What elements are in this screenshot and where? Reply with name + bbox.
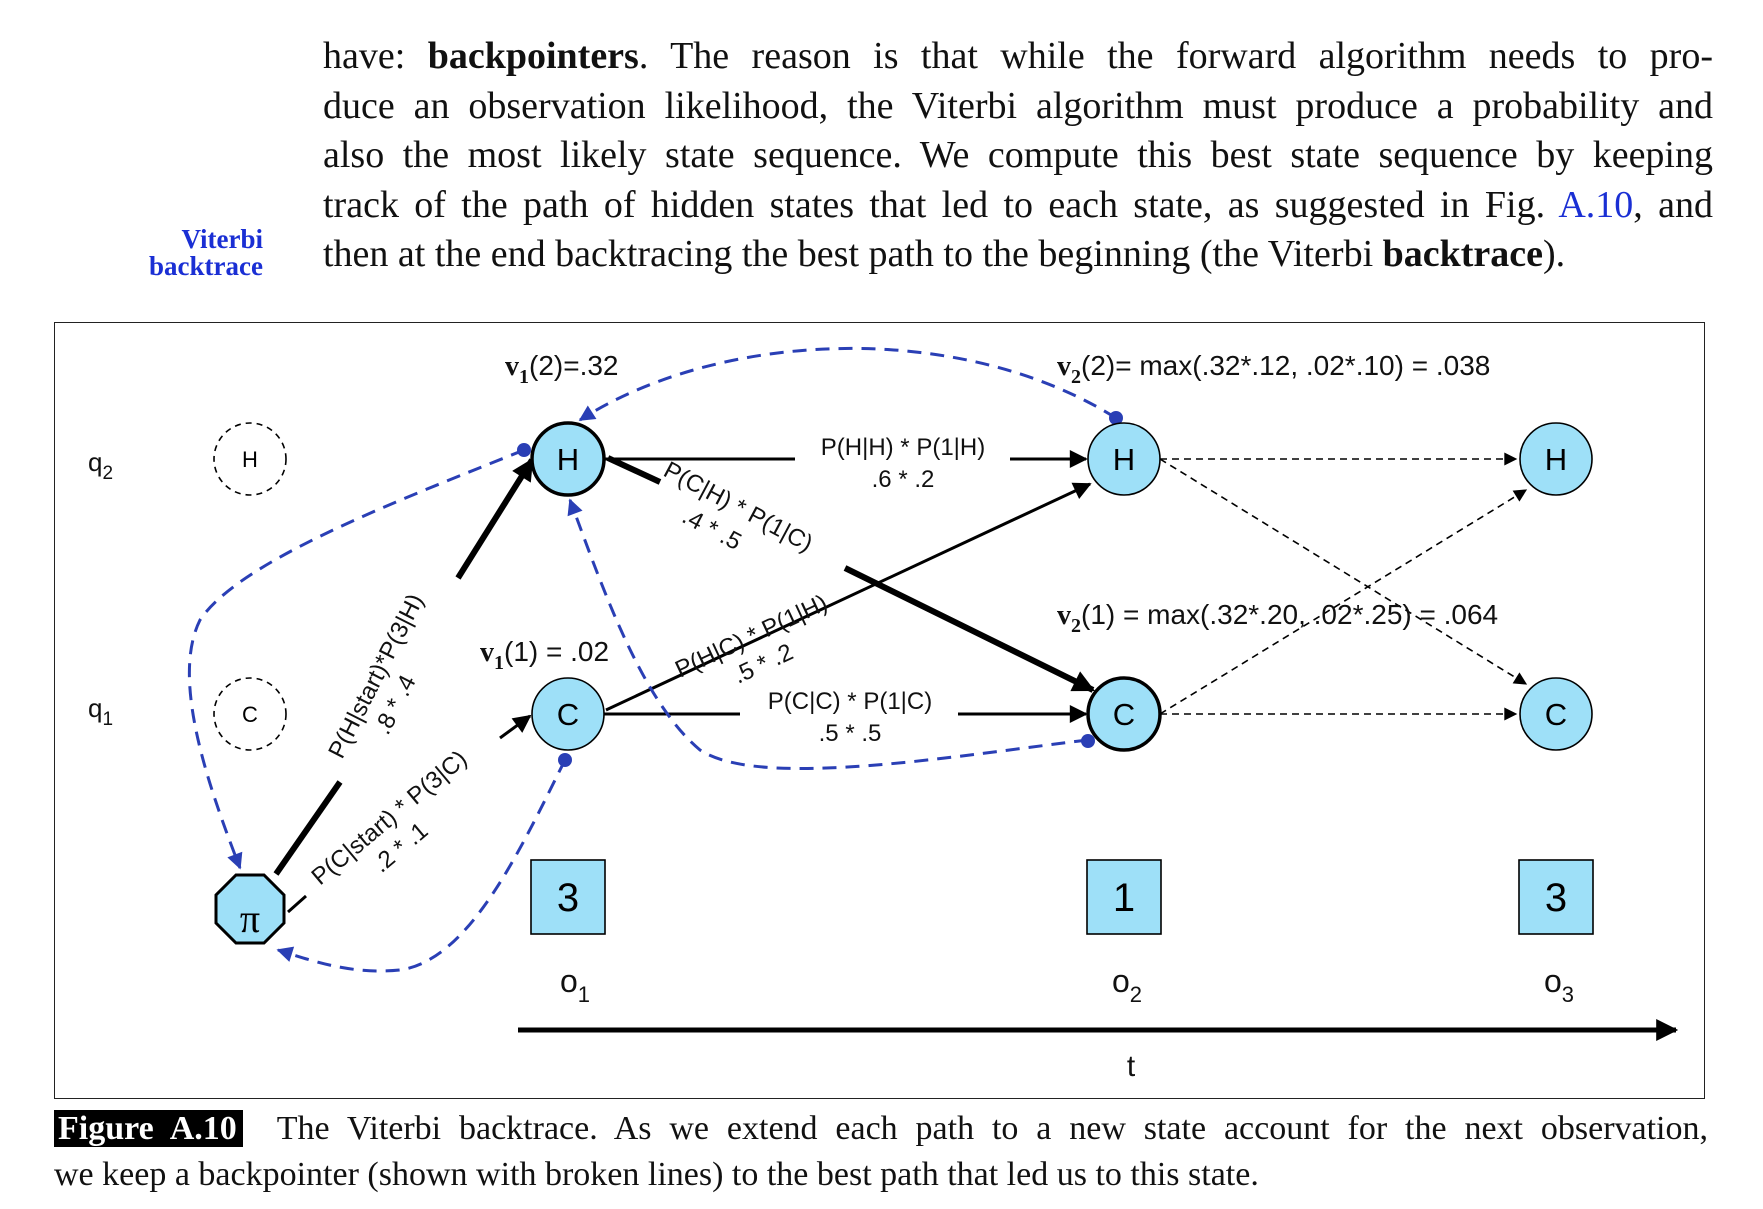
- edge-start-c-a: [287, 894, 307, 914]
- state-h-t1-label: H: [557, 442, 579, 477]
- v1-2-label: v1(2)=.32: [505, 350, 619, 388]
- edge-h2-c3: [1159, 458, 1528, 685]
- time-axis-label: t: [1127, 1050, 1136, 1083]
- edge-label-ch: P(C|H) * P(1|C) .4 * .5: [659, 456, 817, 557]
- state-c-t1: C: [531, 677, 605, 751]
- edge-c1-h2: [605, 482, 1092, 712]
- observation-value-1: 3: [557, 876, 579, 920]
- paragraph-line-5: then at the end backtracing the best pat…: [323, 230, 1713, 280]
- figure-link[interactable]: A.10: [1558, 183, 1634, 226]
- paragraph-line-4: track of the path of hidden states that …: [323, 181, 1713, 231]
- row-label-q2: q2: [88, 447, 113, 484]
- paragraph-line-1: have: backpointers. The reason is that w…: [323, 32, 1713, 82]
- text-run: have:: [323, 35, 428, 77]
- state-h-t2: H: [1087, 422, 1161, 496]
- ghost-state-h: H: [213, 422, 287, 496]
- state-c-t2: C: [1086, 676, 1162, 752]
- term-backtrace: backtrace: [1382, 233, 1544, 275]
- edge-label-hh-2: .6 * .2: [872, 466, 935, 493]
- obs-label-1: o1: [560, 963, 590, 1007]
- state-h-t2-label: H: [1113, 442, 1135, 477]
- text-run: , and: [1633, 183, 1713, 226]
- paragraph-line-2: duce an observation likelihood, the Vite…: [323, 84, 1713, 127]
- observation-value-3: 3: [1545, 876, 1567, 920]
- state-c-t2-label: C: [1113, 697, 1135, 732]
- backpointer-h2-h1: [578, 346, 1117, 422]
- edge-h1-c2-a: [606, 455, 662, 485]
- text-run: ).: [1543, 233, 1566, 275]
- state-c-t1-label: C: [557, 697, 579, 732]
- paragraph-line-3: also the most likely state sequence. We …: [323, 134, 1713, 176]
- edge-start-h-a: [273, 780, 343, 876]
- text-run: then at the end backtracing the best pat…: [323, 233, 1383, 275]
- edge-label-hh-1: P(H|H) * P(1|H): [821, 434, 985, 461]
- edge-start-c-b: [499, 714, 532, 740]
- v1-1-label: v1(1) = .02: [480, 636, 609, 674]
- text-run: track of the path of hidden states that …: [323, 183, 1559, 226]
- obs-label-2: o2: [1112, 963, 1142, 1007]
- edge-label-start-h: P(H|start)*P(3|H) .8 * .4: [323, 590, 429, 763]
- edge-label-start-c: P(C|start) * P(3|C) .2 * .1: [307, 745, 473, 890]
- backpointer-c1-start: [276, 759, 567, 973]
- state-h-t3: H: [1519, 422, 1593, 496]
- figure-caption: Figure A.10 The Viterbi backtrace. As we …: [54, 1106, 1708, 1198]
- edge-label-start-h-1: P(H|start)*P(3|H): [323, 590, 429, 763]
- ghost-state-c-label: C: [242, 702, 258, 727]
- v2-1-label: v2(1) = max(.32*.20, .02*.25) = .064: [1057, 599, 1498, 637]
- backpointer-dot-h2: [1109, 411, 1123, 425]
- observation-box-2: 1: [1086, 859, 1162, 935]
- observation-box-1: 3: [530, 859, 606, 935]
- v2-2-label: v2(2)= max(.32*.12, .02*.10) = .038: [1057, 350, 1490, 388]
- backpointer-c2-h1: [567, 498, 1089, 771]
- obs-label-3: o3: [1544, 963, 1574, 1007]
- edge-start-h-b: [455, 458, 535, 580]
- state-c-t3-label: C: [1545, 697, 1567, 732]
- body-paragraph: have: backpointers. The reason is that w…: [323, 32, 1713, 280]
- start-symbol: π: [240, 896, 260, 941]
- state-h-t3-label: H: [1545, 442, 1567, 477]
- caption-line-2: we keep a backpointer (shown with broken…: [54, 1156, 1259, 1193]
- figure-frame: [54, 322, 1705, 1099]
- ghost-state-c: C: [213, 677, 287, 751]
- figure-label: Figure A.10: [54, 1110, 243, 1147]
- term-backpointers: backpointers: [427, 35, 639, 77]
- margin-note-line2: backtrace: [149, 251, 263, 281]
- backpointer-h1-start: [187, 448, 525, 870]
- observation-box-3: 3: [1518, 859, 1594, 935]
- caption-text-1: The Viterbi backtrace. As we extend each…: [276, 1110, 1708, 1147]
- edge-h1-c2-b: [843, 565, 1095, 693]
- backpointer-dot-c1: [558, 753, 572, 767]
- edge-label-cc-1: P(C|C) * P(1|C): [768, 688, 932, 715]
- backpointer-dot-h1: [517, 443, 531, 457]
- row-label-q1: q1: [88, 693, 113, 730]
- caption-line-1: Figure A.10 The Viterbi backtrace. As we …: [54, 1106, 1708, 1152]
- state-h-t1: H: [530, 421, 606, 497]
- start-state: π: [214, 873, 286, 945]
- edge-label-cc-2: .5 * .5: [819, 720, 882, 747]
- margin-note-line1: Viterbi: [181, 224, 263, 254]
- text-run: . The reason is that while the forward a…: [638, 35, 1713, 77]
- observation-value-2: 1: [1113, 876, 1135, 920]
- backpointer-dot-c2: [1081, 734, 1095, 748]
- ghost-state-h-label: H: [242, 447, 258, 472]
- state-c-t3: C: [1519, 677, 1593, 751]
- margin-note: Viterbi backtrace: [118, 226, 263, 280]
